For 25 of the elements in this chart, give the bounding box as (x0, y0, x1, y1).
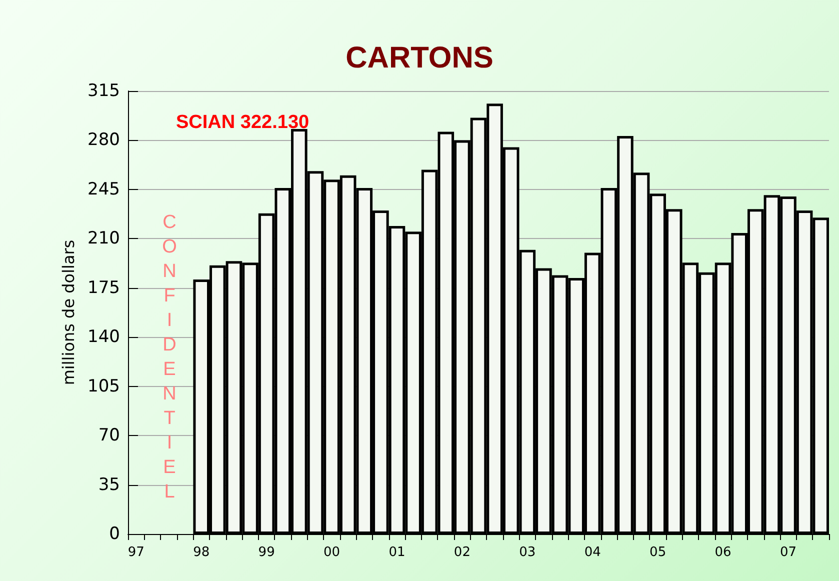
annotation: CONFIDENTIEL (158, 212, 180, 506)
y-tick-label: 0 (109, 524, 120, 544)
y-axis-title: millions de dollars (59, 240, 78, 386)
y-tick-label: 140 (88, 327, 120, 348)
x-tick-label: 04 (584, 545, 601, 560)
y-tick-label: 210 (88, 228, 120, 249)
x-tick-label: 05 (650, 545, 666, 560)
y-tick-label: 280 (88, 130, 120, 150)
y-tick-label: 315 (88, 81, 120, 101)
y-tick-label: 105 (88, 376, 120, 396)
y-tick-label: 245 (88, 179, 120, 200)
x-tick-label: 01 (388, 545, 406, 560)
y-tick-label: 70 (98, 426, 120, 446)
x-tick-label: 03 (519, 545, 536, 560)
x-tick-label: 00 (324, 545, 340, 560)
x-tick-label: 02 (454, 545, 470, 560)
x-tick-label: 07 (780, 545, 797, 560)
chart-title: CARTONS (346, 42, 494, 74)
x-tick-label: 97 (128, 545, 144, 560)
annotation: SCIAN 322.130 (176, 112, 310, 134)
x-tick-label: 98 (193, 545, 210, 560)
y-tick-label: 35 (98, 474, 120, 495)
x-tick-label: 99 (258, 545, 275, 560)
y-tick-label: 175 (88, 278, 120, 298)
x-tick-label: 06 (714, 545, 732, 560)
